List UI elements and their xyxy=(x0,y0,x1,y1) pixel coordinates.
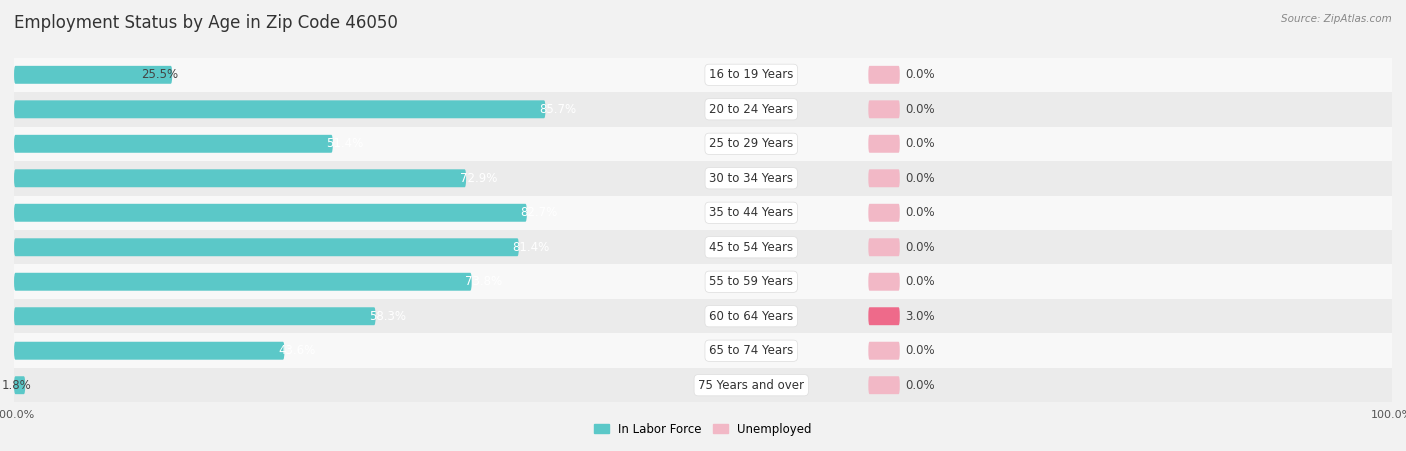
Text: 85.7%: 85.7% xyxy=(540,103,576,116)
FancyBboxPatch shape xyxy=(869,273,900,291)
Bar xyxy=(869,92,1392,127)
Legend: In Labor Force, Unemployed: In Labor Force, Unemployed xyxy=(589,418,817,441)
FancyBboxPatch shape xyxy=(14,376,25,394)
Bar xyxy=(634,161,869,196)
Text: 73.8%: 73.8% xyxy=(465,275,502,288)
Bar xyxy=(634,230,869,264)
Text: 82.7%: 82.7% xyxy=(520,206,558,219)
Text: 60 to 64 Years: 60 to 64 Years xyxy=(709,310,793,323)
Text: 25.5%: 25.5% xyxy=(141,68,179,81)
Bar xyxy=(14,230,634,264)
Text: 3.0%: 3.0% xyxy=(905,310,935,323)
FancyBboxPatch shape xyxy=(14,169,465,187)
Text: 1.8%: 1.8% xyxy=(1,379,31,392)
Text: 72.9%: 72.9% xyxy=(460,172,498,185)
Bar xyxy=(869,161,1392,196)
Text: 35 to 44 Years: 35 to 44 Years xyxy=(709,206,793,219)
Bar xyxy=(869,264,1392,299)
Bar xyxy=(634,264,869,299)
Bar xyxy=(869,196,1392,230)
Bar xyxy=(634,58,869,92)
FancyBboxPatch shape xyxy=(869,100,900,118)
Bar xyxy=(14,196,634,230)
FancyBboxPatch shape xyxy=(869,307,900,325)
FancyBboxPatch shape xyxy=(869,135,900,153)
Bar xyxy=(14,58,634,92)
Bar xyxy=(869,58,1392,92)
Bar xyxy=(14,368,634,402)
Text: 0.0%: 0.0% xyxy=(905,275,935,288)
Text: 0.0%: 0.0% xyxy=(905,172,935,185)
Text: 20 to 24 Years: 20 to 24 Years xyxy=(709,103,793,116)
Text: 81.4%: 81.4% xyxy=(513,241,550,254)
Text: 43.6%: 43.6% xyxy=(278,344,315,357)
Text: 45 to 54 Years: 45 to 54 Years xyxy=(709,241,793,254)
Bar xyxy=(869,368,1392,402)
Text: 0.0%: 0.0% xyxy=(905,68,935,81)
Bar xyxy=(634,127,869,161)
Text: 25 to 29 Years: 25 to 29 Years xyxy=(709,137,793,150)
Text: 0.0%: 0.0% xyxy=(905,379,935,392)
Text: 16 to 19 Years: 16 to 19 Years xyxy=(709,68,793,81)
Bar xyxy=(869,127,1392,161)
Text: 75 Years and over: 75 Years and over xyxy=(699,379,804,392)
FancyBboxPatch shape xyxy=(14,307,375,325)
FancyBboxPatch shape xyxy=(14,100,546,118)
FancyBboxPatch shape xyxy=(869,169,900,187)
Bar xyxy=(634,333,869,368)
Text: 58.3%: 58.3% xyxy=(370,310,406,323)
Bar xyxy=(14,127,634,161)
Bar xyxy=(634,368,869,402)
FancyBboxPatch shape xyxy=(869,238,900,256)
Text: 0.0%: 0.0% xyxy=(905,137,935,150)
FancyBboxPatch shape xyxy=(869,66,900,84)
Text: 0.0%: 0.0% xyxy=(905,103,935,116)
Bar xyxy=(14,92,634,127)
Bar xyxy=(14,333,634,368)
FancyBboxPatch shape xyxy=(14,66,172,84)
Text: Source: ZipAtlas.com: Source: ZipAtlas.com xyxy=(1281,14,1392,23)
Text: 51.4%: 51.4% xyxy=(326,137,364,150)
FancyBboxPatch shape xyxy=(14,238,519,256)
FancyBboxPatch shape xyxy=(869,376,900,394)
Text: 0.0%: 0.0% xyxy=(905,344,935,357)
Bar xyxy=(869,230,1392,264)
Text: 0.0%: 0.0% xyxy=(905,241,935,254)
Text: 55 to 59 Years: 55 to 59 Years xyxy=(709,275,793,288)
FancyBboxPatch shape xyxy=(14,135,333,153)
Bar xyxy=(14,299,634,333)
Bar xyxy=(634,299,869,333)
FancyBboxPatch shape xyxy=(869,204,900,222)
FancyBboxPatch shape xyxy=(14,273,471,291)
Bar xyxy=(869,299,1392,333)
Bar xyxy=(634,196,869,230)
Bar xyxy=(14,264,634,299)
Bar xyxy=(634,92,869,127)
Text: 65 to 74 Years: 65 to 74 Years xyxy=(709,344,793,357)
FancyBboxPatch shape xyxy=(14,342,284,360)
Text: Employment Status by Age in Zip Code 46050: Employment Status by Age in Zip Code 460… xyxy=(14,14,398,32)
Text: 30 to 34 Years: 30 to 34 Years xyxy=(709,172,793,185)
Bar xyxy=(869,333,1392,368)
Bar xyxy=(14,161,634,196)
FancyBboxPatch shape xyxy=(869,342,900,360)
Text: 0.0%: 0.0% xyxy=(905,206,935,219)
FancyBboxPatch shape xyxy=(14,204,527,222)
